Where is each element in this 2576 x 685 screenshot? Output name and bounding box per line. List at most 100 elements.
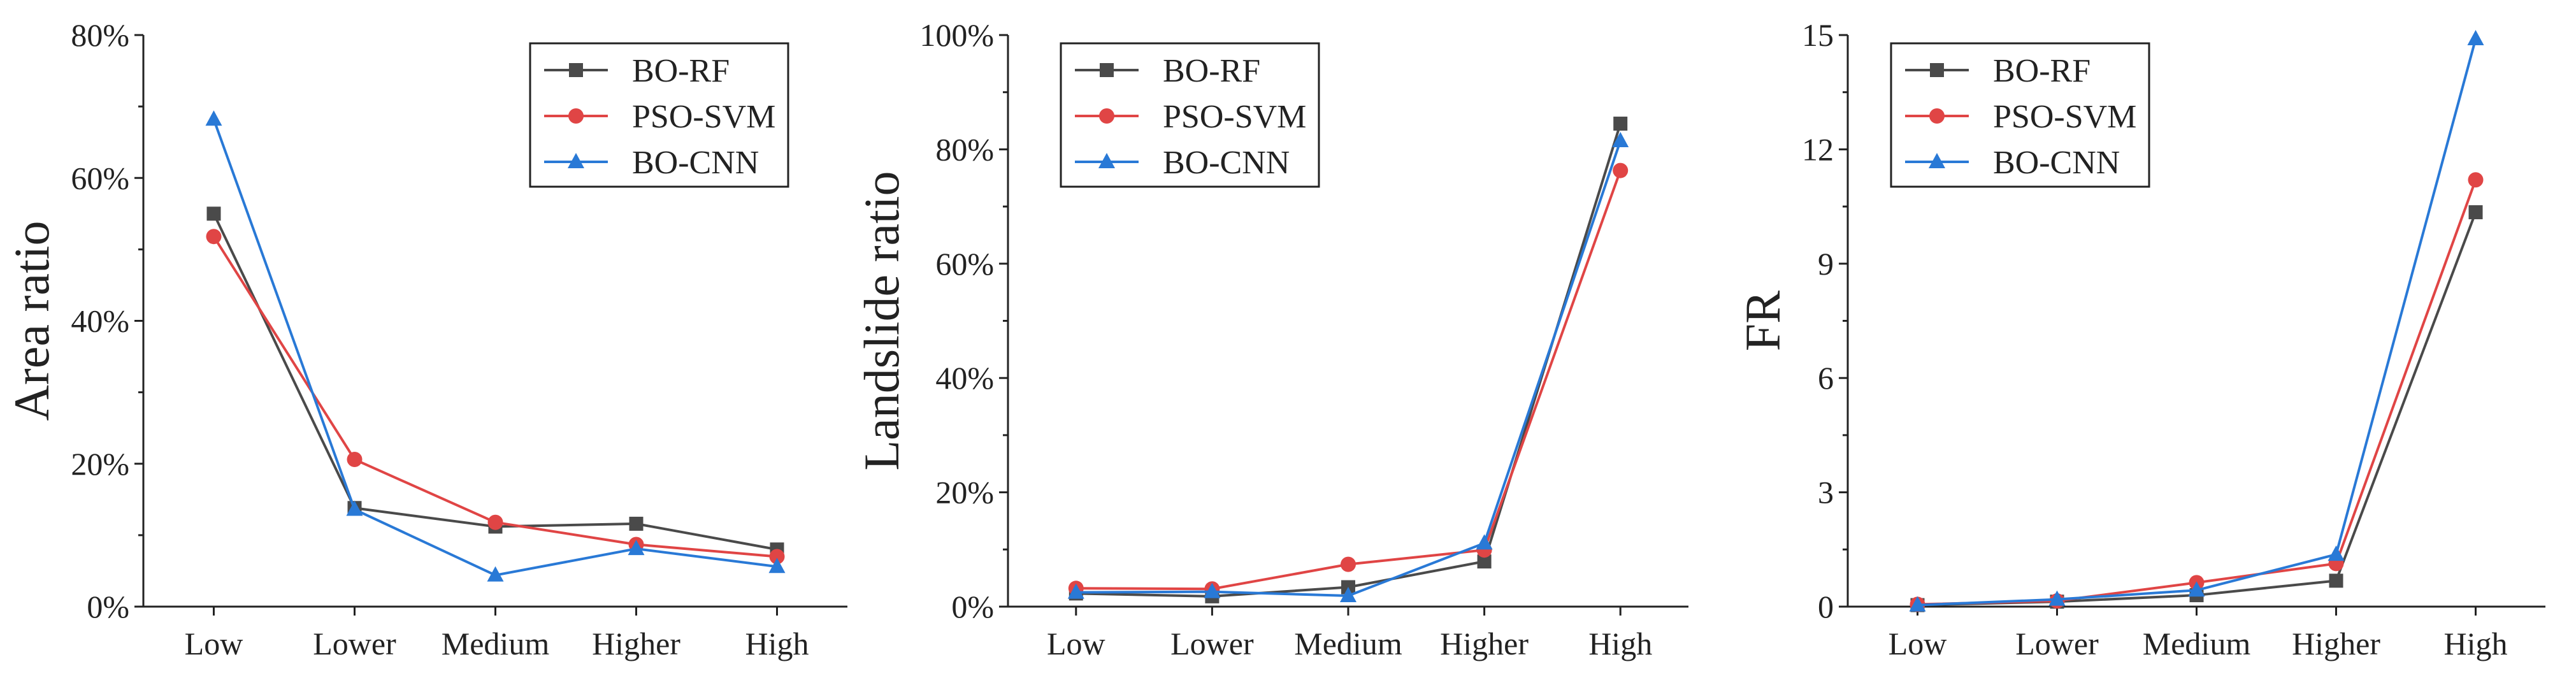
y-tick-label: 60% [935,246,994,282]
y-axis-label: Landslide ratio [854,171,909,470]
y-tick-label: 40% [71,303,129,339]
data-point [769,549,785,565]
legend-entry: BO-CNN [1905,145,2120,181]
y-tick-label: 0% [87,589,129,624]
legend-label: PSO-SVM [632,99,775,135]
data-point [1341,556,1356,572]
series-line [1917,179,2477,606]
legend-entry: BO-RF [1905,53,2090,89]
y-tick-label: 80% [935,131,994,167]
series-bo-cnn [1909,29,2484,612]
legend-entry: BO-RF [1075,53,1260,89]
legend-entry: PSO-SVM [1905,99,2136,135]
data-point [2188,581,2205,597]
legend-label: BO-RF [1163,53,1260,89]
x-tick-label: Higher [2292,626,2380,661]
data-point [1204,582,1221,598]
series-pso-svm [1068,162,1629,597]
data-point [1067,583,1084,599]
data-point [628,540,645,556]
x-tick-label: Low [1889,626,1947,661]
y-tick-label: 9 [1818,246,1834,282]
data-point [2328,545,2345,561]
data-point [629,516,644,531]
legend-marker [1100,63,1114,77]
legend-label: PSO-SVM [1163,99,1306,135]
y-tick-label: 0% [951,589,994,624]
series-bo-rf [1910,205,2483,612]
y-tick-label: 0 [1818,589,1834,624]
y-axis-label: Area ratio [4,221,59,421]
legend-marker [1099,108,1114,124]
legend-marker [569,63,583,77]
legend-marker [568,108,584,124]
legend: BO-RF PSO-SVM BO-CNN [529,42,789,188]
legend-marker [1929,108,1945,124]
data-point [1613,117,1628,131]
legend-label: BO-CNN [1163,145,1290,181]
legend-marker [1930,63,1944,77]
legend-label: PSO-SVM [1993,99,2136,135]
series-line [212,213,777,551]
data-point [346,500,363,516]
x-tick-label: Lower [2015,626,2099,661]
data-point [206,229,222,245]
series-pso-svm [1910,172,2484,612]
x-tick-label: Medium [442,626,550,661]
legend-entry: PSO-SVM [1075,99,1306,135]
y-axis-label: FR [1735,291,1790,351]
data-point [1909,596,1926,612]
legend-marker [1098,153,1115,168]
legend-marker [568,153,584,168]
legend-entry: BO-CNN [1075,145,1290,181]
data-point [2468,172,2484,188]
series-bo-cnn [1067,131,1629,602]
x-tick-label: High [2444,626,2508,661]
y-tick-label: 3 [1818,475,1834,510]
series-line [1076,123,1622,598]
series-line [1076,140,1622,597]
data-point [205,110,222,126]
y-tick-label: 6 [1818,360,1834,396]
y-tick-label: 20% [935,475,994,510]
y-tick-label: 20% [71,446,129,482]
x-tick-label: Lower [313,626,396,661]
data-point [2467,29,2484,45]
data-point [347,452,363,468]
x-tick-label: Higher [592,626,680,661]
chart-panel-1: 0% 20% 40% 60% 80% Low Lower Medium Higher High Ar… [4,17,847,661]
data-point [487,566,504,582]
legend-entry: BO-RF [544,53,730,89]
legend-label: BO-CNN [632,145,759,181]
data-point [768,558,786,573]
x-tick-label: Medium [1294,626,1402,661]
data-point [1476,534,1493,550]
chart-panel-2: 0% 20% 40% 60% 80% 100% Low Lower Medium Higher Hi… [854,17,1688,661]
data-point [1340,586,1356,602]
legend-entry: PSO-SVM [544,99,775,135]
legend-label: BO-RF [632,53,730,89]
data-point [487,514,503,530]
data-point [206,206,221,221]
x-tick-label: Low [185,626,243,661]
data-point [1613,162,1629,178]
series-line [212,236,777,558]
x-tick-label: Medium [2143,626,2251,661]
data-point [1477,554,1492,569]
y-tick-label: 60% [71,160,129,196]
y-tick-label: 100% [919,17,994,53]
series-bo-rf [1069,117,1628,603]
x-tick-label: High [1588,626,1652,661]
legend: BO-RF PSO-SVM BO-CNN [1060,42,1320,188]
y-tick-label: 15 [1802,17,1834,53]
legend-label: BO-CNN [1993,145,2120,181]
y-tick-label: 40% [935,360,994,396]
data-point [2329,573,2343,588]
y-tick-label: 80% [71,17,129,53]
series-line [212,119,777,577]
x-tick-label: Higher [1440,626,1529,661]
data-point [1612,131,1629,147]
x-tick-label: High [745,626,809,661]
legend-label: BO-RF [1993,53,2090,89]
